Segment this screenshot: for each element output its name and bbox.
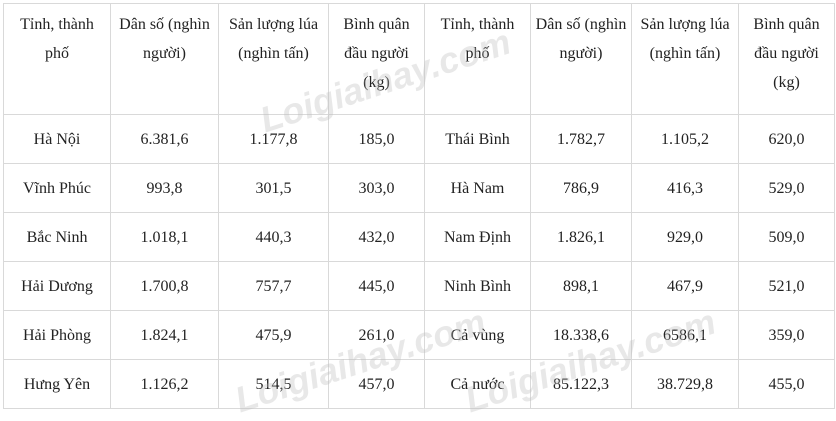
table-cell: 1.826,1	[530, 212, 632, 262]
table-cell: 786,9	[530, 163, 632, 213]
column-header: Dân số (nghìn người)	[530, 3, 632, 115]
table-cell: 1.824,1	[110, 310, 219, 360]
table-cell: 475,9	[218, 310, 329, 360]
table-cell: 620,0	[738, 114, 835, 164]
table-row: Hưng Yên 1.126,2 514,5 457,0 Cả nước 85.122,3…	[3, 359, 835, 409]
table-cell: 757,7	[218, 261, 329, 311]
table-cell: 261,0	[328, 310, 425, 360]
table-cell: 440,3	[218, 212, 329, 262]
table-cell: 1.700,8	[110, 261, 219, 311]
table-cell: Hải Dương	[3, 261, 111, 311]
table-cell: 467,9	[631, 261, 739, 311]
table-cell: Hà Nội	[3, 114, 111, 164]
table-cell: 457,0	[328, 359, 425, 409]
table-cell: 1.782,7	[530, 114, 632, 164]
table-cell: 1.177,8	[218, 114, 329, 164]
table-cell: Thái Bình	[424, 114, 531, 164]
column-header: Tỉnh, thành phố	[3, 3, 111, 115]
table-cell: 301,5	[218, 163, 329, 213]
table-cell: Hải Phòng	[3, 310, 111, 360]
table-cell: Hà Nam	[424, 163, 531, 213]
table-cell: 85.122,3	[530, 359, 632, 409]
table-cell: 359,0	[738, 310, 835, 360]
column-header: Tỉnh, thành phố	[424, 3, 531, 115]
table-cell: 38.729,8	[631, 359, 739, 409]
table-cell: Hưng Yên	[3, 359, 111, 409]
column-header: Bình quân đầu người (kg)	[738, 3, 835, 115]
table-row: Vĩnh Phúc 993,8 301,5 303,0 Hà Nam 786,9 416,3…	[3, 163, 835, 213]
table-cell: 529,0	[738, 163, 835, 213]
table-cell: 432,0	[328, 212, 425, 262]
table-cell: 6.381,6	[110, 114, 219, 164]
table-cell: 1.126,2	[110, 359, 219, 409]
table-cell: 18.338,6	[530, 310, 632, 360]
table-cell: 6586,1	[631, 310, 739, 360]
table-row: Hải Dương 1.700,8 757,7 445,0 Ninh Bình 898,1…	[3, 261, 835, 311]
table-cell: 1.105,2	[631, 114, 739, 164]
column-header: Sản lượng lúa (nghìn tấn)	[631, 3, 739, 115]
table-cell: Vĩnh Phúc	[3, 163, 111, 213]
table-cell: 509,0	[738, 212, 835, 262]
table-cell: 1.018,1	[110, 212, 219, 262]
table-cell: 445,0	[328, 261, 425, 311]
table-row: Bắc Ninh 1.018,1 440,3 432,0 Nam Định 1.826,1…	[3, 212, 835, 262]
table-cell: 303,0	[328, 163, 425, 213]
table-row: Hà Nội 6.381,6 1.177,8 185,0 Thái Bình 1.782,…	[3, 114, 835, 164]
table-cell: 521,0	[738, 261, 835, 311]
table-cell: Ninh Bình	[424, 261, 531, 311]
table-row: Hải Phòng 1.824,1 475,9 261,0 Cả vùng 18.338,…	[3, 310, 835, 360]
table-cell: Cả nước	[424, 359, 531, 409]
table-cell: 898,1	[530, 261, 632, 311]
table-cell: Nam Định	[424, 212, 531, 262]
table-cell: 929,0	[631, 212, 739, 262]
rice-production-table: Tỉnh, thành phố Dân số (nghìn người) Sản l…	[3, 3, 835, 409]
column-header: Bình quân đầu người (kg)	[328, 3, 425, 115]
table-cell: Cả vùng	[424, 310, 531, 360]
table-cell: 993,8	[110, 163, 219, 213]
column-header: Sản lượng lúa (nghìn tấn)	[218, 3, 329, 115]
table-cell: 514,5	[218, 359, 329, 409]
column-header: Dân số (nghìn người)	[110, 3, 219, 115]
table-cell: Bắc Ninh	[3, 212, 111, 262]
header-row: Tỉnh, thành phố Dân số (nghìn người) Sản l…	[3, 3, 835, 115]
table-cell: 416,3	[631, 163, 739, 213]
table-cell: 455,0	[738, 359, 835, 409]
table-cell: 185,0	[328, 114, 425, 164]
